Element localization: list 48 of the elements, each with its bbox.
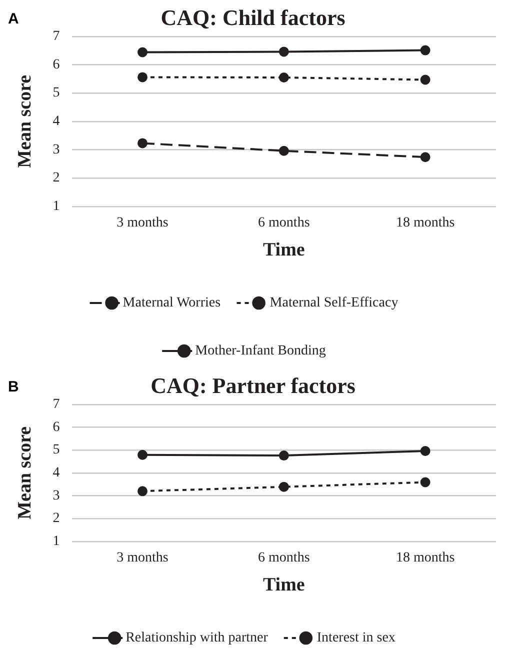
- point: [420, 477, 430, 488]
- y-tick-label: 1: [52, 534, 60, 550]
- y-tick-label: 6: [52, 420, 60, 435]
- point: [420, 152, 430, 162]
- point: [420, 446, 430, 456]
- chart-title: CAQ: Partner factors: [150, 372, 356, 398]
- point: [278, 482, 289, 492]
- y-tick-label: 1: [52, 199, 60, 214]
- x-tick-label: 3 months: [116, 550, 168, 566]
- chart-title: CAQ: Child factors: [160, 4, 346, 30]
- y-tick-label: 3: [52, 488, 60, 504]
- y-tick-label: 2: [52, 511, 60, 526]
- point: [278, 72, 289, 82]
- point: [138, 72, 148, 82]
- point: [138, 138, 148, 148]
- y-axis-title: Mean score: [14, 74, 36, 168]
- point: [278, 146, 289, 156]
- y-tick-label: 7: [52, 29, 60, 44]
- x-axis-title: Time: [262, 240, 305, 261]
- x-tick-label: 18 months: [396, 215, 455, 230]
- y-tick-label: 2: [52, 170, 60, 186]
- y-tick-label: 5: [52, 86, 60, 101]
- y-tick-label: 4: [52, 114, 60, 130]
- y-tick-label: 7: [52, 397, 60, 412]
- x-tick-label: 3 months: [116, 215, 168, 230]
- text: B: [8, 378, 19, 396]
- y-tick-label: 3: [52, 142, 60, 158]
- x-tick-label: 6 months: [258, 215, 310, 230]
- point: [278, 46, 289, 57]
- point: [420, 74, 430, 85]
- legend-label: Maternal Worries: [122, 296, 221, 311]
- point: [420, 45, 430, 56]
- legend-label: Relationship with partner: [126, 630, 268, 646]
- y-tick-label: 5: [52, 442, 60, 458]
- legend-label: Maternal Self-Efficacy: [270, 296, 398, 311]
- x-tick-label: 6 months: [258, 550, 310, 566]
- y-tick-label: 6: [52, 57, 60, 72]
- x-tick-label: 18 months: [396, 550, 455, 566]
- y-axis-title: Mean score: [14, 426, 36, 520]
- point: [138, 450, 148, 460]
- point: [138, 47, 148, 58]
- text: A: [8, 10, 19, 28]
- y-tick-label: 4: [52, 466, 60, 481]
- legend-label: Mother-Infant Bonding: [195, 344, 326, 359]
- point: [138, 486, 148, 496]
- legend-label: Interest in sex: [316, 630, 396, 646]
- point: [278, 450, 289, 461]
- x-axis-title: Time: [262, 574, 305, 596]
